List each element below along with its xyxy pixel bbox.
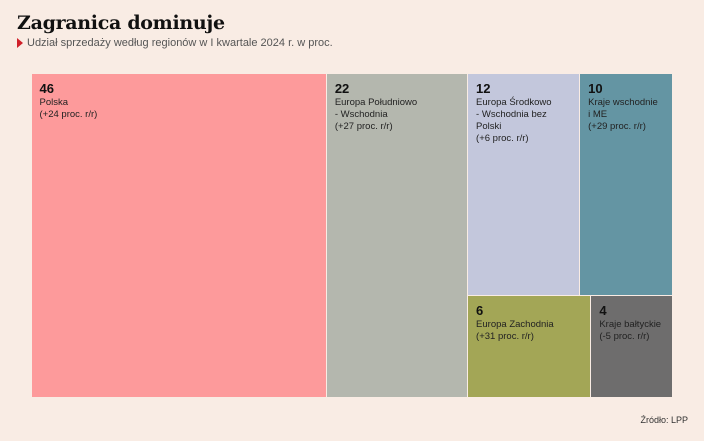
treemap-cell-kraje-wschodnie-i-me: 10 Kraje wschodnie i ME (+29 proc. r/r) [580,73,673,296]
treemap-cell-europa-poludniowo-wschodnia: 22 Europa Południowo - Wschodnia (+27 proc… [326,73,468,397]
cell-value: 46 [39,80,54,96]
cell-value: 10 [588,80,603,96]
cell-region-name: Europa Środkowo - Wschodnia bez Polski [476,96,552,132]
cell-yoy-change: (+31 proc. r/r) [476,331,534,343]
cell-region-name: Europa Zachodnia [476,319,554,331]
chart-subtitle-text: Udział sprzedaży według regionów w I kwa… [27,37,333,49]
treemap-cell-europa-srodkowo-wschodnia-bez-polski: 12 Europa Środkowo - Wschodnia bez Polski… [468,73,580,296]
triangle-marker-icon [17,38,23,48]
treemap-cell-kraje-baltyckie: 4 Kraje bałtyckie (-5 proc. r/r) [591,296,673,397]
chart-subtitle: Udział sprzedaży według regionów w I kwa… [17,37,333,49]
chart-title: Zagranica dominuje [17,12,225,34]
cell-yoy-change: (+6 proc. r/r) [476,132,529,144]
cell-region-name: Kraje wschodnie i ME [588,96,658,120]
cell-yoy-change: (-5 proc. r/r) [599,331,650,343]
cell-yoy-change: (+24 proc. r/r) [39,108,98,120]
cell-region-name: Polska [39,96,69,108]
cell-region-name: Kraje bałtyckie [599,319,662,331]
source-note: Źródło: LPP [640,415,688,425]
cell-value: 6 [476,303,484,319]
cell-value: 22 [334,80,350,96]
cell-yoy-change: (+29 proc. r/r) [588,120,646,132]
cell-region-name: Europa Południowo - Wschodnia [334,96,418,120]
cell-yoy-change: (+27 proc. r/r) [334,120,393,132]
cell-value: 12 [476,80,491,96]
cell-value: 4 [599,303,607,319]
treemap-cell-polska: 46 Polska (+24 proc. r/r) [31,73,326,397]
treemap-cell-europa-zachodnia: 6 Europa Zachodnia (+31 proc. r/r) [468,296,591,397]
